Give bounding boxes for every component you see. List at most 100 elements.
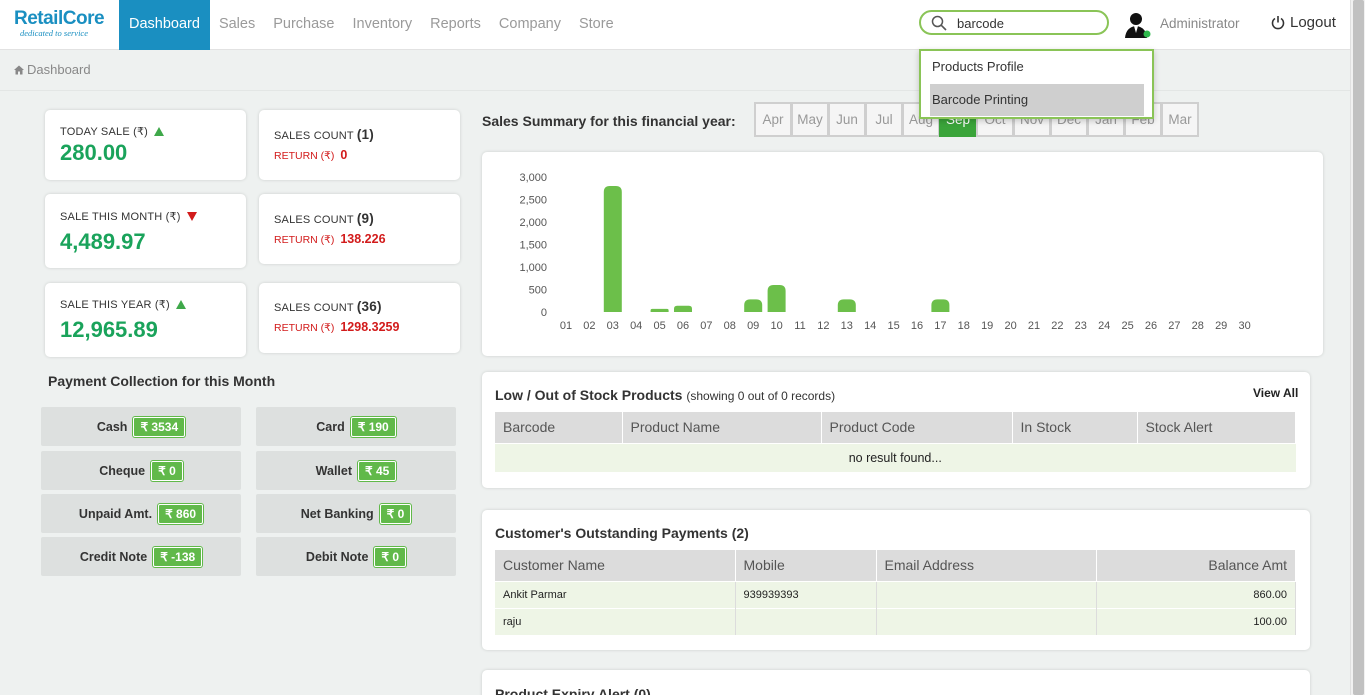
nav-reports[interactable]: Reports xyxy=(430,16,481,32)
outstanding-table: Customer Name Mobile Email Address Balan… xyxy=(495,550,1296,635)
y-tick-label: 1,000 xyxy=(519,262,547,274)
col-product-code[interactable]: Product Code xyxy=(821,412,1013,443)
col-mobile[interactable]: Mobile xyxy=(735,550,877,581)
breadcrumb-dashboard[interactable]: Dashboard xyxy=(27,62,91,77)
chart-bar[interactable] xyxy=(650,308,669,312)
x-tick-label: 14 xyxy=(864,320,876,332)
user-avatar-icon[interactable] xyxy=(1124,12,1152,39)
search-icon[interactable] xyxy=(931,15,947,31)
logout-button[interactable]: Logout xyxy=(1271,14,1336,31)
col-in-stock[interactable]: In Stock xyxy=(1012,412,1138,443)
return-value: 1298.3259 xyxy=(340,320,400,334)
nav-dashboard[interactable]: Dashboard xyxy=(119,0,210,50)
nav-sales[interactable]: Sales xyxy=(218,16,256,32)
scrollbar-thumb[interactable] xyxy=(1353,0,1364,695)
cell-customer-name: Ankit Parmar xyxy=(495,580,736,608)
cell-balance: 100.00 xyxy=(1096,607,1296,635)
x-tick-label: 24 xyxy=(1098,320,1110,332)
x-tick-label: 13 xyxy=(841,320,853,332)
x-tick-label: 09 xyxy=(747,320,759,332)
col-stock-alert[interactable]: Stock Alert xyxy=(1137,412,1296,443)
table-row[interactable]: raju 100.00 xyxy=(495,607,1296,635)
payment-unpaid-tile[interactable]: Unpaid Amt. ₹ 860 xyxy=(41,494,241,533)
col-product-name[interactable]: Product Name xyxy=(622,412,822,443)
result-products-profile[interactable]: Products Profile xyxy=(932,59,1024,74)
payment-wallet-tile[interactable]: Wallet ₹ 45 xyxy=(256,451,456,490)
nav-store[interactable]: Store xyxy=(578,16,614,32)
col-barcode[interactable]: Barcode xyxy=(495,412,623,443)
sales-count-label: SALES COUNT xyxy=(274,214,354,226)
month-sale-label: SALE THIS MONTH (₹) xyxy=(60,211,181,223)
y-tick-label: 2,000 xyxy=(519,217,547,229)
x-tick-label: 15 xyxy=(887,320,899,332)
month-mar[interactable]: Mar xyxy=(1161,102,1199,137)
payment-label: Credit Note xyxy=(79,549,148,564)
payment-cheque-tile[interactable]: Cheque ₹ 0 xyxy=(41,451,241,490)
user-name[interactable]: Administrator xyxy=(1160,16,1240,31)
col-customer-name[interactable]: Customer Name xyxy=(495,550,736,581)
return-label: RETURN (₹) xyxy=(274,150,335,162)
low-stock-subtitle: (showing 0 out of 0 records) xyxy=(686,389,836,403)
sales-count-value: (1) xyxy=(356,127,374,142)
x-tick-label: 08 xyxy=(724,320,736,332)
year-sale-value: 12,965.89 xyxy=(60,317,158,342)
payment-netbanking-tile[interactable]: Net Banking ₹ 0 xyxy=(256,494,456,533)
chart-bar[interactable] xyxy=(744,299,763,312)
expiry-title: Product Expiry Alert (0) xyxy=(495,686,651,695)
x-tick-label: 12 xyxy=(817,320,829,332)
brand-logo[interactable]: RetailCore dedicated to service xyxy=(14,9,114,38)
result-barcode-printing[interactable]: Barcode Printing xyxy=(930,84,1144,116)
logout-label: Logout xyxy=(1290,14,1336,31)
x-tick-label: 21 xyxy=(1028,320,1040,332)
month-jun[interactable]: Jun xyxy=(828,102,866,137)
nav-inventory[interactable]: Inventory xyxy=(352,16,413,32)
x-tick-label: 03 xyxy=(607,320,619,332)
page-scrollbar[interactable] xyxy=(1350,0,1365,695)
x-tick-label: 25 xyxy=(1121,320,1133,332)
payment-label: Cash xyxy=(96,419,128,434)
view-all-link[interactable]: View All xyxy=(1253,386,1299,400)
cell-balance: 860.00 xyxy=(1096,580,1296,608)
search-input[interactable] xyxy=(957,14,1097,32)
month-jul[interactable]: Jul xyxy=(865,102,903,137)
payment-creditnote-tile[interactable]: Credit Note ₹ -138 xyxy=(41,537,241,576)
nav-company[interactable]: Company xyxy=(498,16,561,32)
return-value: 0 xyxy=(340,148,348,162)
month-count-card: SALES COUNT (9) RETURN (₹) 138.226 xyxy=(259,194,460,264)
y-tick-label: 500 xyxy=(529,285,547,297)
cell-customer-name: raju xyxy=(495,607,736,635)
chart-bar[interactable] xyxy=(603,186,622,312)
col-email[interactable]: Email Address xyxy=(876,550,1097,581)
col-balance[interactable]: Balance Amt xyxy=(1096,550,1296,581)
trend-up-icon xyxy=(154,127,165,136)
sales-count-label: SALES COUNT xyxy=(274,130,354,142)
expiry-card: Product Expiry Alert (0) xyxy=(482,670,1310,695)
chart-bar[interactable] xyxy=(837,299,856,312)
nav-purchase[interactable]: Purchase xyxy=(273,16,335,32)
return-label: RETURN (₹) xyxy=(274,234,335,246)
x-tick-label: 16 xyxy=(911,320,923,332)
top-navbar: RetailCore dedicated to service Dashboar… xyxy=(0,0,1350,50)
cell-mobile: 939939393 xyxy=(735,580,877,608)
sales-count-label: SALES COUNT xyxy=(274,302,354,314)
cell-email xyxy=(876,580,1097,608)
chart-bar[interactable] xyxy=(767,285,786,312)
payment-amount-badge: ₹ 0 xyxy=(374,546,407,567)
trend-up-icon xyxy=(175,300,186,309)
table-header-row: Barcode Product Name Product Code In Sto… xyxy=(495,412,1296,443)
month-sale-value: 4,489.97 xyxy=(60,229,146,254)
table-row[interactable]: Ankit Parmar 939939393 860.00 xyxy=(495,580,1296,608)
x-tick-label: 11 xyxy=(794,320,805,332)
payment-debitnote-tile[interactable]: Debit Note ₹ 0 xyxy=(256,537,456,576)
chart-bar[interactable] xyxy=(674,305,692,312)
payment-cash-tile[interactable]: Cash ₹ 3534 xyxy=(41,407,241,446)
payment-card-tile[interactable]: Card ₹ 190 xyxy=(256,407,456,446)
payment-amount-badge: ₹ 0 xyxy=(379,503,412,524)
payment-label: Wallet xyxy=(315,463,353,478)
month-may[interactable]: May xyxy=(791,102,829,137)
low-stock-title: Low / Out of Stock Products xyxy=(495,387,683,403)
x-tick-label: 30 xyxy=(1238,320,1250,332)
month-apr[interactable]: Apr xyxy=(754,102,792,137)
sales-count-value: (36) xyxy=(356,299,382,314)
chart-bar[interactable] xyxy=(931,299,950,312)
